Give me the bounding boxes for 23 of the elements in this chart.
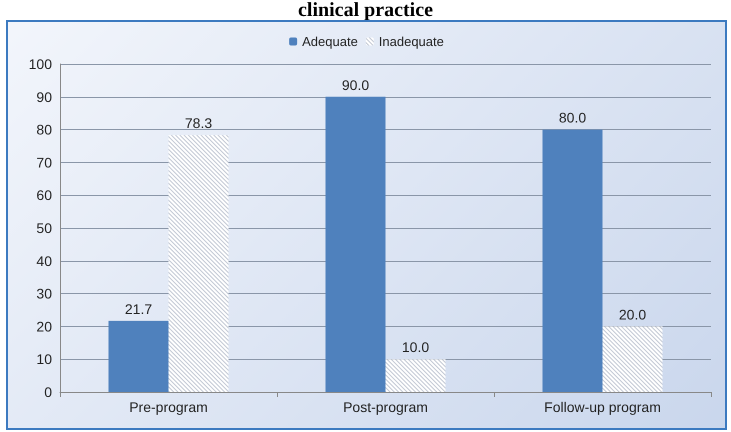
text: 90.0 [342, 76, 370, 93]
x-tick-label: Post-program [343, 399, 428, 415]
y-tick-label: 10 [36, 351, 52, 368]
text: 10.0 [402, 339, 430, 356]
legend-label: Inadequate [378, 34, 444, 49]
text: 20.0 [618, 306, 646, 322]
y-tick-label: 50 [36, 220, 52, 236]
x-tick-label: Pre-program [129, 399, 208, 415]
y-tick-label: 30 [36, 286, 52, 302]
text: 78.3 [184, 115, 212, 132]
text: 21.7 [124, 300, 152, 317]
x-tick-label: Follow-up program [544, 399, 661, 415]
text: 80.0 [558, 110, 586, 126]
y-tick-label: 40 [36, 252, 52, 269]
y-tick-label: 70 [36, 154, 52, 170]
legend-label: Adequate [302, 34, 358, 49]
y-tick-label: 60 [36, 187, 52, 204]
y-tick-label: 90 [36, 88, 52, 105]
y-tick-label: 80 [36, 122, 52, 138]
y-tick-label: 100 [28, 56, 52, 72]
y-tick-label: 20 [36, 318, 52, 334]
y-tick-label: 0 [44, 384, 52, 400]
chart-title: clinical practice [297, 0, 434, 21]
